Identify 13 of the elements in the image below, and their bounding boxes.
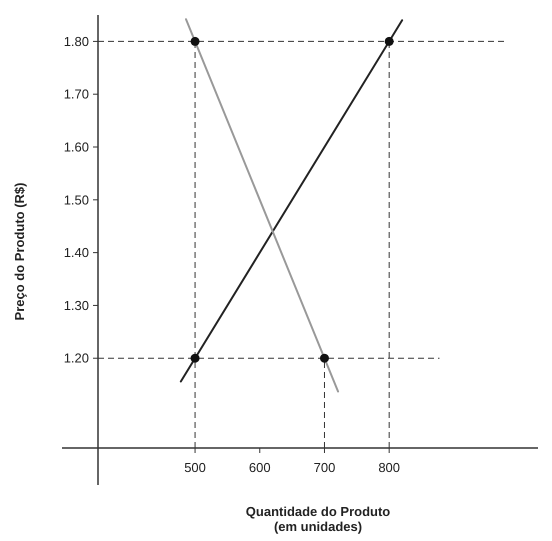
y-tick-label: 1.20 xyxy=(64,350,89,366)
y-axis-title: Preço do Produto (R$) xyxy=(12,182,27,320)
x-tick-label: 700 xyxy=(314,460,336,475)
y-tick-label: 1.70 xyxy=(64,86,89,102)
x-axis-title: Quantidade do Produto (em unidades) xyxy=(246,504,390,534)
x-tick-label: 500 xyxy=(184,460,206,475)
x-tick-label: 600 xyxy=(248,460,271,475)
y-tick-label: 1.30 xyxy=(64,298,89,313)
y-tick-label: 1.40 xyxy=(64,245,89,260)
y-tick-label: 1.80 xyxy=(64,34,89,49)
y-tick-label: 1.50 xyxy=(64,192,89,208)
x-tick-label: 800 xyxy=(378,460,400,475)
y-tick-label: 1.60 xyxy=(64,140,89,155)
